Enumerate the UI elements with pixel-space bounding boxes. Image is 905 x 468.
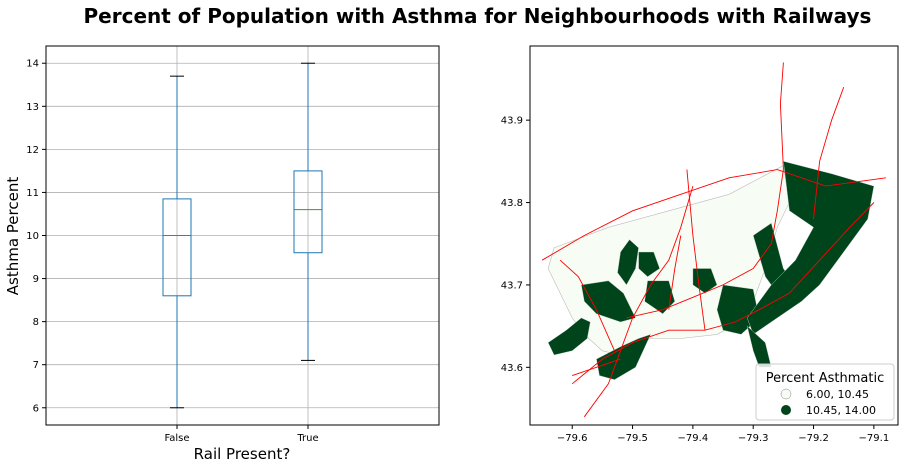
rail-line (572, 358, 621, 377)
boxplot-y-ticks: 6 7 8 9 10 11 12 13 14 (26, 59, 46, 414)
boxplot-y-axis-label: Asthma Percent (4, 177, 22, 296)
y-tick-label: 8 (33, 317, 39, 328)
y-tick-label: 43.9 (501, 116, 523, 127)
map-high-asthma-regions (547, 161, 875, 380)
region-high (746, 325, 772, 368)
x-tick-label: −79.5 (617, 433, 648, 444)
x-tick-label: −79.2 (798, 433, 829, 444)
boxplot-x-ticks: False True (164, 425, 319, 444)
map-frame (529, 45, 899, 426)
map-x-ticks: −79.6 −79.5 −79.4 −79.3 −79.2 −79.1 (557, 425, 889, 444)
boxplot-gridlines (46, 46, 439, 425)
region-high (746, 161, 875, 335)
map-rail-lines (541, 62, 886, 418)
x-tick-label: True (296, 433, 318, 444)
y-tick-label: 10 (26, 231, 39, 242)
region-high (617, 239, 639, 286)
legend-label-low: 6.00, 10.45 (806, 388, 869, 401)
rail-line (686, 169, 706, 331)
x-tick-label: −79.6 (557, 433, 588, 444)
legend-title: Percent Asthmatic (766, 371, 885, 386)
legend-label-high: 10.45, 14.00 (806, 404, 876, 417)
y-tick-label: 13 (26, 102, 39, 113)
region-high (547, 317, 591, 356)
rail-line (626, 62, 784, 319)
x-tick-label: False (164, 433, 189, 444)
y-tick-label: 43.8 (501, 198, 523, 209)
chart-title: Percent of Population with Asthma for Ne… (83, 4, 872, 28)
boxplot-marks (162, 62, 323, 409)
rail-line (668, 235, 682, 310)
x-tick-label: −79.3 (738, 433, 769, 444)
box-iqr (293, 170, 323, 254)
rail-line (813, 87, 845, 220)
y-tick-label: 9 (33, 274, 39, 285)
legend-marker-high (781, 405, 791, 415)
x-tick-label: −79.1 (859, 433, 890, 444)
y-tick-label: 14 (26, 59, 39, 70)
y-tick-label: 12 (26, 145, 39, 156)
legend-marker-low (780, 388, 792, 400)
rail-line (559, 259, 615, 351)
y-tick-label: 43.6 (501, 363, 523, 374)
y-tick-label: 11 (26, 188, 39, 199)
x-tick-label: −79.4 (678, 433, 709, 444)
box-iqr (162, 198, 192, 297)
map-y-ticks: 43.6 43.7 43.8 43.9 (501, 116, 530, 374)
region-high (596, 334, 652, 380)
map-legend: Percent Asthmatic 6.00, 10.45 10.45, 14.… (755, 363, 895, 421)
boxplot-x-axis-label: Rail Present? (194, 445, 291, 463)
rail-line (571, 202, 875, 385)
legend-box (755, 363, 895, 421)
region-high (581, 280, 636, 323)
region-high (638, 251, 660, 277)
y-tick-label: 7 (33, 360, 39, 371)
y-tick-label: 6 (33, 403, 39, 414)
y-tick-label: 43.7 (501, 280, 523, 291)
rail-line (583, 185, 694, 418)
